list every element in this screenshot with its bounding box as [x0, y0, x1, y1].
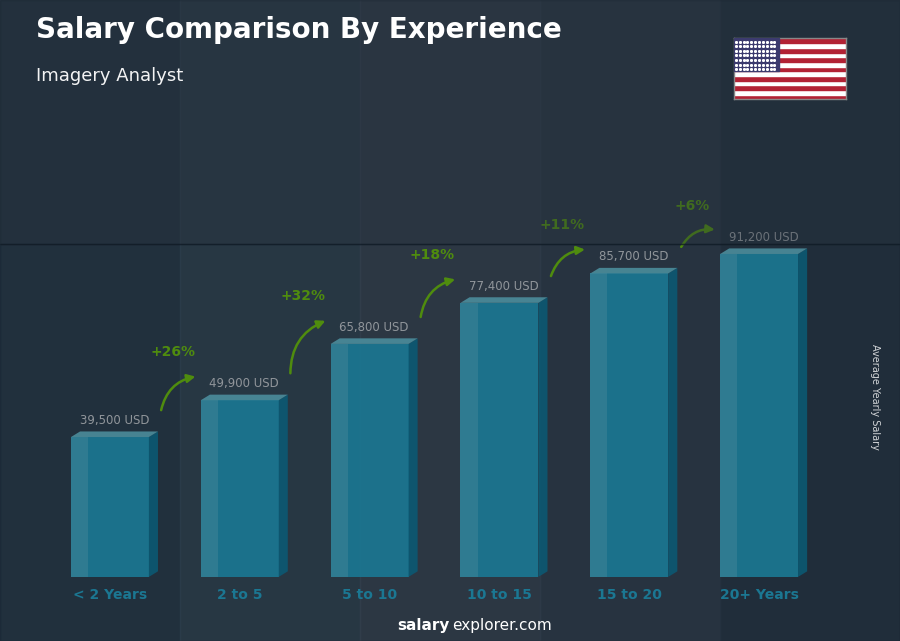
Text: +6%: +6%: [675, 199, 710, 213]
Text: 77,400 USD: 77,400 USD: [469, 280, 539, 293]
Polygon shape: [71, 431, 158, 437]
Bar: [330, 344, 409, 577]
Polygon shape: [720, 249, 807, 254]
Bar: [720, 254, 737, 577]
Bar: [734, 81, 846, 85]
Polygon shape: [538, 297, 547, 577]
Bar: [461, 303, 538, 577]
Bar: [734, 43, 846, 48]
Text: salary: salary: [398, 619, 450, 633]
Bar: [71, 437, 88, 577]
Bar: [734, 38, 846, 43]
Text: 39,500 USD: 39,500 USD: [80, 414, 149, 427]
Bar: [734, 71, 846, 76]
Bar: [734, 62, 846, 67]
Bar: [734, 67, 846, 71]
Text: Average Yearly Salary: Average Yearly Salary: [869, 344, 880, 451]
Bar: [734, 85, 846, 90]
Bar: [201, 400, 218, 577]
Text: +18%: +18%: [410, 247, 455, 262]
Polygon shape: [798, 249, 807, 577]
Text: Salary Comparison By Experience: Salary Comparison By Experience: [36, 16, 562, 44]
Text: explorer.com: explorer.com: [452, 619, 552, 633]
Bar: [720, 254, 798, 577]
Bar: [461, 303, 478, 577]
Text: +32%: +32%: [280, 288, 325, 303]
Bar: [201, 400, 279, 577]
Bar: [330, 344, 347, 577]
Bar: [734, 76, 846, 81]
Text: 65,800 USD: 65,800 USD: [339, 321, 409, 334]
Polygon shape: [461, 297, 547, 303]
Bar: [734, 57, 846, 62]
Text: +11%: +11%: [540, 218, 585, 232]
Polygon shape: [279, 395, 288, 577]
Bar: [590, 274, 668, 577]
Bar: [734, 48, 846, 53]
Bar: [734, 38, 778, 71]
Polygon shape: [330, 338, 418, 344]
Polygon shape: [590, 268, 678, 274]
Text: 91,200 USD: 91,200 USD: [729, 231, 798, 244]
Text: 85,700 USD: 85,700 USD: [599, 251, 669, 263]
Bar: [590, 274, 608, 577]
Bar: [734, 53, 846, 57]
Text: +26%: +26%: [150, 345, 195, 359]
Polygon shape: [201, 395, 288, 400]
Bar: [71, 437, 148, 577]
Bar: [734, 90, 846, 95]
Polygon shape: [668, 268, 678, 577]
Text: Imagery Analyst: Imagery Analyst: [36, 67, 184, 85]
Polygon shape: [409, 338, 418, 577]
Polygon shape: [148, 431, 158, 577]
Text: 49,900 USD: 49,900 USD: [210, 377, 279, 390]
Bar: [734, 95, 846, 99]
